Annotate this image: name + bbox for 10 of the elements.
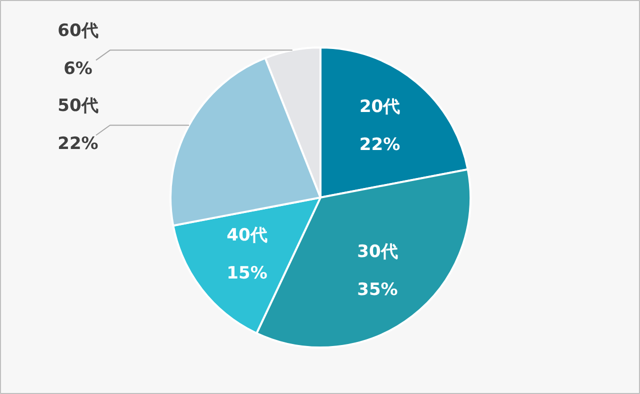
slice-label: 20代 [359, 96, 400, 117]
slice-label: 50代 [58, 96, 98, 116]
slice-label: 40代 [226, 226, 268, 246]
data-label: 22% [359, 134, 400, 155]
data-label: 22% [58, 134, 98, 154]
data-label: 35% [357, 280, 398, 300]
data-label: 15% [226, 264, 268, 284]
slice-label: 60代 [58, 21, 98, 42]
slice-label: 30代 [357, 242, 398, 262]
data-label: 6% [64, 59, 92, 80]
